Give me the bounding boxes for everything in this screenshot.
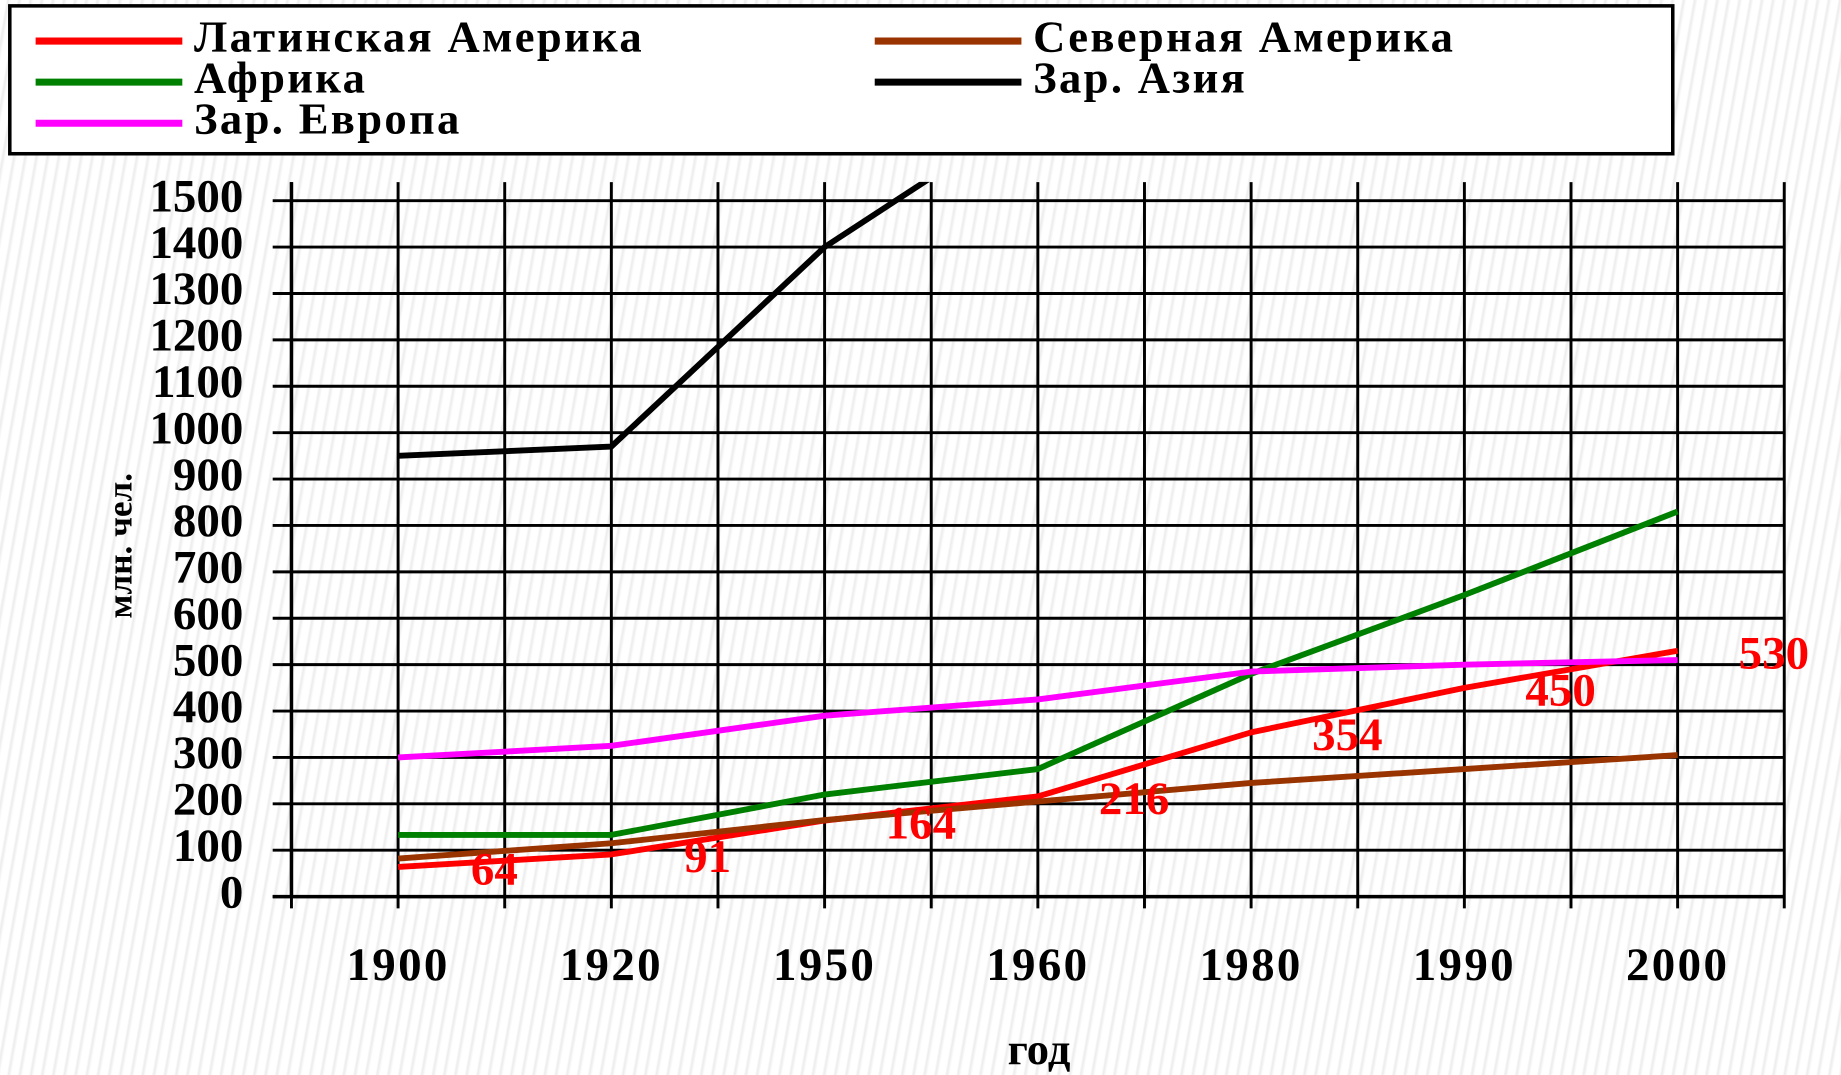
legend-label: Зар. Европа	[194, 93, 462, 143]
y-tick-label: 700	[173, 542, 243, 594]
x-tick-label: 2000	[1626, 939, 1729, 991]
x-tick-label: 1990	[1413, 939, 1516, 991]
series-line	[397, 647, 1679, 870]
y-tick-label: 100	[173, 820, 243, 872]
legend-label: Латинская Америка	[194, 11, 644, 61]
series-line	[397, 657, 1678, 761]
data-label: 354	[1312, 709, 1382, 761]
plot-area	[397, 181, 1679, 870]
x-tick-label: 1950	[773, 939, 876, 991]
legend-box	[8, 4, 1675, 156]
data-label: 64	[471, 844, 518, 896]
y-tick-label: 800	[173, 495, 243, 547]
y-tick-label: 900	[173, 449, 243, 501]
y-tick-label: 500	[173, 634, 243, 686]
data-label: 91	[684, 831, 731, 883]
x-axis-label: год	[1008, 1024, 1071, 1074]
x-tick-label: 1960	[986, 939, 1089, 991]
y-tick-label: 200	[173, 774, 243, 826]
y-axis-label: млн. чел.	[101, 473, 140, 619]
y-tick-label: 400	[173, 681, 243, 733]
y-tick-label: 600	[173, 588, 243, 640]
series-line	[397, 181, 930, 459]
y-tick-label: 1400	[149, 217, 243, 269]
y-tick-label: 1300	[149, 263, 243, 315]
legend-label: Северная Америка	[1033, 11, 1455, 61]
data-label: 164	[886, 797, 956, 849]
x-tick-label: 1920	[560, 939, 663, 991]
y-tick-label: 300	[173, 727, 243, 779]
y-tick-label: 0	[220, 866, 243, 918]
legend-label: Зар. Азия	[1033, 52, 1247, 102]
legend-label: Африка	[194, 52, 367, 102]
data-label: 530	[1739, 628, 1809, 680]
y-tick-label: 1000	[149, 402, 243, 454]
y-tick-label: 1500	[149, 170, 243, 222]
data-label: 450	[1525, 665, 1595, 717]
series-line	[398, 508, 1679, 838]
y-tick-label: 1100	[152, 356, 243, 408]
series-line	[397, 752, 1678, 862]
y-tick-label: 1200	[149, 310, 243, 362]
data-label: 216	[1099, 773, 1169, 825]
x-tick-label: 1900	[346, 939, 449, 991]
x-tick-label: 1980	[1199, 939, 1302, 991]
